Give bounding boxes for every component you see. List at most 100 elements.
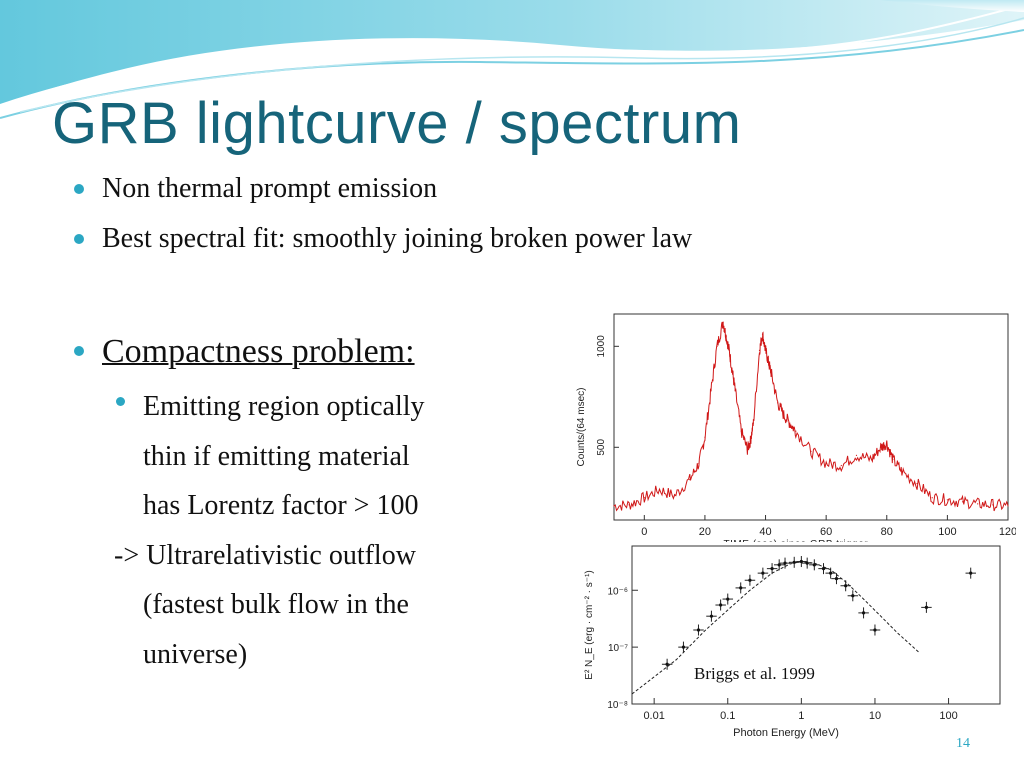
sub-bullet-block: Emitting region optically thin if emitti… [114,382,425,679]
lightcurve-point [901,470,903,473]
x-tick-label: 0 [641,526,647,538]
lightcurve-point [992,504,994,506]
lightcurve-point [771,373,773,376]
x-tick-label: 100 [939,710,957,722]
lightcurve-point [746,448,748,450]
x-tick-label: 1 [798,710,804,722]
y-tick-label: 10⁻⁷ [608,643,628,654]
bullet-item: Best spectral fit: smoothly joining brok… [74,222,692,256]
lightcurve-point [840,464,842,467]
data-point [681,645,686,649]
lightcurve-point [643,497,645,499]
bullet-item: Non thermal prompt emission [74,172,437,206]
sub-bullet-line: Emitting region optically [143,391,425,422]
data-point [873,628,877,632]
plot-frame [631,545,1001,705]
lightcurve-point [810,450,812,452]
data-point [665,662,669,666]
data-point [834,577,839,581]
lightcurve-point [886,442,888,444]
x-tick-label: 80 [881,526,893,538]
y-tick-label: 10⁻⁸ [607,700,628,711]
sub-bullet-line: -> Ultrarelativistic outflow [114,539,416,571]
lightcurve-point [1007,505,1009,507]
bullet-icon [74,346,84,356]
sub-bullet-line: thin if emitting material [143,440,410,472]
lightcurve-point [722,321,724,323]
data-point [777,563,781,567]
data-point [844,584,848,588]
data-point [812,563,816,567]
data-point [969,571,973,575]
lightcurve-point [716,345,718,347]
data-point [719,603,723,607]
lightcurve-point [658,489,661,491]
y-axis-label: Counts/(64 msec) [576,388,587,467]
lightcurve-point [825,462,827,465]
y-axis-label: E² N_E (erg · cm⁻² · s⁻¹) [584,570,595,679]
lightcurve-point [931,497,933,499]
x-tick-label: 100 [938,526,956,538]
compactness-heading-item: Compactness problem: [74,332,415,372]
lightcurve-point [752,422,755,424]
data-point [799,559,803,564]
data-point [748,578,752,582]
x-tick-label: 0.01 [643,710,664,722]
data-point [861,611,866,615]
data-point [805,561,809,565]
lightcurve-point [749,440,751,442]
data-point [851,594,855,598]
lightcurve-point [783,414,785,416]
data-point [739,586,743,590]
data-point [726,597,730,601]
data-point [761,571,765,575]
sub-bullet-line: universe) [143,638,248,670]
lightcurve-point [916,483,918,485]
x-tick-label: 0.1 [720,710,735,722]
data-point [829,571,833,575]
lightcurve-point [880,446,882,448]
slide-title: GRB lightcurve / spectrum [52,91,742,156]
compactness-heading: Compactness problem: [102,333,415,370]
lightcurve-point [628,504,630,506]
lightcurve-point [977,503,979,505]
bullet-text: Best spectral fit: smoothly joining brok… [102,223,693,254]
lightcurve-point [728,349,730,351]
lightcurve-point [789,422,791,424]
data-point [792,560,796,564]
x-axis-label: TIME (sec) since GRB trigger [724,539,869,542]
data-point [709,614,714,618]
sub-bullet-line: has Lorentz factor > 100 [143,490,419,521]
lightcurve-point [764,349,767,351]
lightcurve-point [946,499,948,501]
lightcurve-point [892,458,894,461]
x-tick-label: 10 [869,710,881,722]
sub-bullet-line: (fastest bulk flow in the [143,589,409,620]
y-tick-label: 500 [596,439,607,456]
data-point [821,567,826,571]
y-tick-label: 10⁻⁶ [607,586,628,597]
x-tick-label: 120 [999,526,1016,538]
lightcurve-point [734,390,736,392]
bullet-text: Non thermal prompt emission [102,173,438,204]
lightcurve-point [674,495,676,497]
lightcurve-point [761,333,764,335]
lightcurve-point [698,462,700,465]
lightcurve-point [731,369,733,372]
x-tick-label: 60 [820,526,832,538]
x-tick-label: 20 [699,526,711,538]
bullet-icon [74,184,84,194]
lightcurve-point [795,430,797,432]
lightcurve-point [725,335,727,337]
lightcurve-point [777,402,779,404]
lightcurve-point [689,479,691,481]
lightcurve-point [710,390,712,392]
lightcurve-chart: 0 20 40 60 80 100 120 500 1000 TIME (sec) since G… [576,313,1016,542]
sub-bullet-icon [116,397,125,406]
x-tick-label: 40 [759,526,771,538]
lightcurve-point [871,458,873,461]
lightcurve-point [855,454,858,456]
data-point [783,561,787,565]
bullet-icon [74,234,84,244]
lightcurve-point [961,501,964,503]
